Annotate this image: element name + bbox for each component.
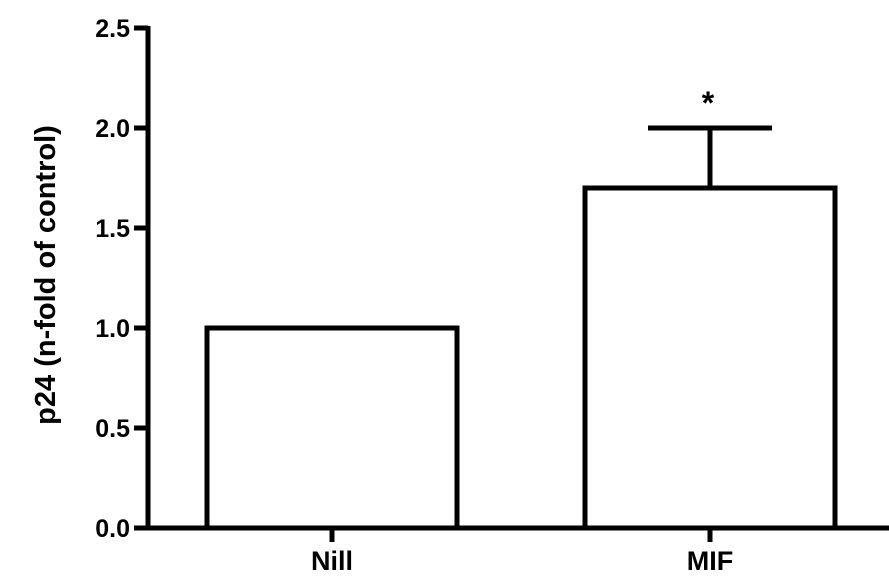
x-category-label-mif: MIF bbox=[687, 546, 734, 576]
significance-marker-mif: * bbox=[702, 85, 715, 121]
axes bbox=[145, 26, 889, 531]
y-tick-label-5: 2.5 bbox=[95, 15, 130, 43]
y-tick-label-0: 0.0 bbox=[95, 515, 130, 543]
y-tick-label-1: 0.5 bbox=[95, 415, 130, 443]
bars: * bbox=[204, 85, 838, 531]
category-labels: Nill MIF bbox=[311, 528, 733, 576]
y-tick-label-2: 1.0 bbox=[95, 315, 130, 343]
y-tick-label-4: 2.0 bbox=[95, 115, 130, 143]
y-axis-ticks: 0.0 0.5 1.0 1.5 2.0 2.5 bbox=[95, 15, 148, 543]
x-category-label-nill: Nill bbox=[311, 546, 353, 576]
y-axis-title: p24 (n-fold of control) bbox=[30, 125, 62, 425]
bar-nill bbox=[204, 325, 460, 531]
bar-mif bbox=[582, 185, 838, 531]
y-tick-label-3: 1.5 bbox=[95, 215, 130, 243]
